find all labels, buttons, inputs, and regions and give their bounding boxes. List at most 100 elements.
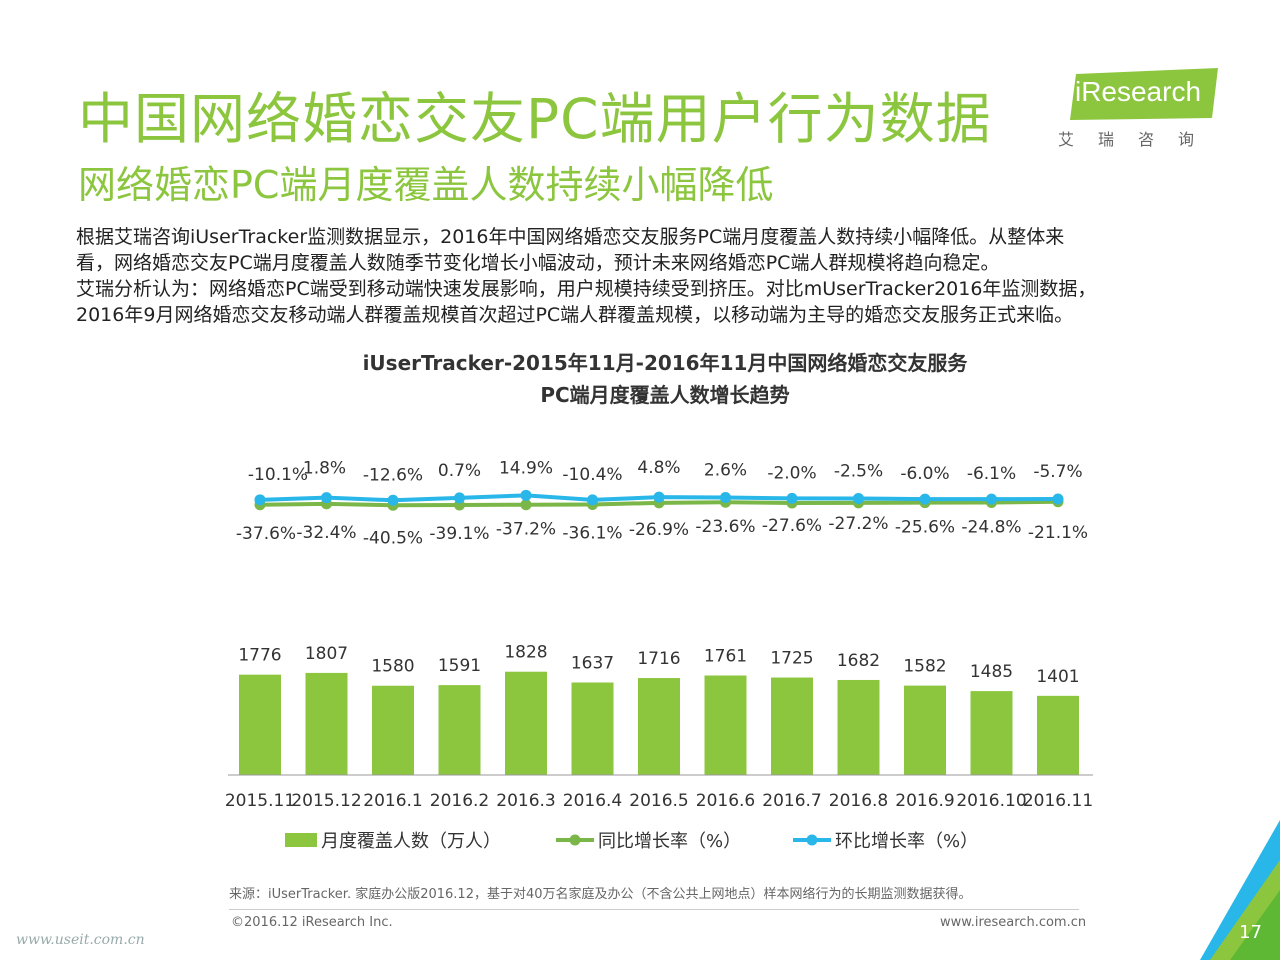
mom-data-label: -10.4% [562, 465, 622, 485]
bar [837, 679, 880, 775]
x-tick-label: 2016.5 [629, 791, 688, 811]
mom-data-label: -6.0% [900, 464, 949, 484]
mom-point [720, 492, 731, 504]
bar [771, 677, 813, 775]
bar-value-label: 1401 [1036, 667, 1079, 687]
chart-title: iUserTracker-2015年11月-2016年11月中国网络婚恋交友服务… [300, 347, 1030, 411]
mom-data-label: 1.8% [303, 459, 346, 479]
footer-divider [229, 909, 1079, 910]
paragraph-line: 艾瑞分析认为：网络婚恋PC端受到移动端快速发展影响，用户规模持续受到挤压。对比m… [76, 278, 1097, 300]
bar-value-label: 1828 [504, 643, 547, 663]
x-tick-label: 2016.8 [829, 791, 888, 811]
page-subtitle: 网络婚恋PC端月度覆盖人数持续小幅降低 [78, 163, 774, 207]
bar-value-label: 1637 [571, 654, 614, 674]
legend-yoy-label: 同比增长率（%） [598, 831, 741, 852]
logo-text: iResearch [1074, 76, 1202, 107]
bar [904, 685, 946, 775]
bar [638, 678, 680, 775]
legend-yoy-marker [569, 834, 581, 846]
mom-point [919, 493, 931, 505]
yoy-data-label: -26.9% [629, 520, 689, 540]
mom-data-label: -5.7% [1033, 462, 1082, 482]
mom-data-label: 4.8% [637, 458, 680, 478]
legend-mom-label: 环比增长率（%） [835, 831, 978, 852]
x-tick-label: 2016.6 [696, 791, 755, 811]
mom-point [1052, 493, 1064, 505]
legend-bar-label: 月度覆盖人数（万人） [321, 831, 501, 852]
bar-value-label: 1761 [704, 647, 747, 667]
yoy-data-label: -27.2% [828, 514, 888, 534]
x-tick-label: 2016.10 [956, 791, 1026, 811]
bar [305, 672, 348, 775]
source-note: 来源：iUserTracker. 家庭办公版2016.12，基于对40万名家庭及… [229, 887, 972, 902]
x-tick-label: 2016.2 [430, 791, 489, 811]
corner-decoration [1200, 820, 1280, 960]
x-tick-label: 2015.11 [225, 791, 295, 811]
legend-mom-marker [806, 834, 818, 846]
x-tick-label: 2016.11 [1023, 791, 1093, 811]
watermark-text: www.useit.com.cn [16, 932, 145, 948]
bar-value-label: 1591 [438, 656, 481, 676]
paragraph-line: 看，网络婚恋交友PC端月度覆盖人数随季节变化增长小幅波动，预计未来网络婚恋PC端… [76, 252, 1000, 274]
yoy-data-label: -23.6% [695, 517, 755, 537]
mom-point [454, 492, 465, 504]
yoy-data-label: -21.1% [1028, 523, 1088, 543]
paragraph-line: 根据艾瑞咨询iUserTracker监测数据显示，2016年中国网络婚恋交友服务… [76, 226, 1065, 248]
yoy-data-label: -37.2% [496, 520, 556, 540]
bar [1037, 695, 1079, 775]
logo-chinese-text: 艾瑞咨询 [1058, 130, 1219, 149]
mom-data-label: -2.5% [834, 461, 883, 481]
bar-value-label: 1807 [305, 644, 348, 664]
bar [571, 682, 614, 775]
bar [970, 691, 1013, 775]
bar-value-label: 1582 [903, 657, 946, 677]
mom-point [520, 489, 532, 501]
chart-title-line: PC端月度覆盖人数增长趋势 [540, 383, 790, 407]
page-title: 中国网络婚恋交友PC端用户行为数据 [78, 87, 992, 151]
x-tick-label: 2016.4 [563, 791, 622, 811]
yoy-data-label: -27.6% [762, 516, 822, 536]
page-number: 17 [1239, 922, 1262, 943]
mom-data-label: 0.7% [438, 461, 481, 481]
yoy-data-label: -24.8% [961, 517, 1021, 537]
mom-point [986, 493, 997, 505]
bar [505, 671, 547, 775]
yoy-data-label: -25.6% [895, 518, 955, 538]
mom-point [587, 494, 598, 506]
mom-point [653, 491, 665, 503]
bar [239, 674, 281, 775]
x-tick-label: 2016.9 [895, 791, 954, 811]
paragraph-line: 2016年9月网络婚恋交友移动端人群覆盖规模首次超过PC端人群覆盖规模，以移动端… [76, 304, 1074, 326]
iresearch-logo: iResearch 艾瑞咨询 [1058, 68, 1219, 149]
bar-value-label: 1716 [637, 649, 680, 669]
yoy-data-label: -37.6% [236, 524, 296, 544]
copyright-text: ©2016.12 iResearch Inc. [231, 915, 393, 930]
yoy-data-label: -40.5% [363, 528, 423, 548]
summary-paragraph: 根据艾瑞咨询iUserTracker监测数据显示，2016年中国网络婚恋交友服务… [76, 224, 1216, 328]
mom-point [853, 492, 864, 504]
legend-bar-swatch [285, 833, 317, 847]
bar-value-label: 1682 [837, 651, 880, 671]
bar [372, 685, 414, 775]
bar-value-label: 1776 [238, 646, 281, 666]
bar-value-label: 1580 [371, 657, 414, 677]
bar-value-label: 1725 [770, 649, 813, 669]
mom-data-label: 2.6% [704, 461, 747, 481]
website-link[interactable]: www.iresearch.com.cn [940, 915, 1087, 930]
yoy-point [520, 499, 532, 511]
mom-point [254, 494, 266, 506]
logo-background-shape [1070, 68, 1218, 120]
mom-data-label: -6.1% [967, 464, 1016, 484]
mom-point [387, 494, 399, 506]
bar [438, 685, 481, 775]
yoy-data-label: -36.1% [562, 523, 622, 543]
mom-point [786, 492, 798, 504]
mom-data-label: -2.0% [767, 463, 816, 483]
mom-data-label: 14.9% [499, 458, 553, 478]
yoy-data-label: -32.4% [296, 523, 356, 543]
bar [704, 675, 747, 775]
bar-value-label: 1485 [970, 662, 1013, 682]
mom-data-label: -10.1% [248, 465, 308, 485]
x-tick-label: 2015.12 [291, 791, 361, 811]
